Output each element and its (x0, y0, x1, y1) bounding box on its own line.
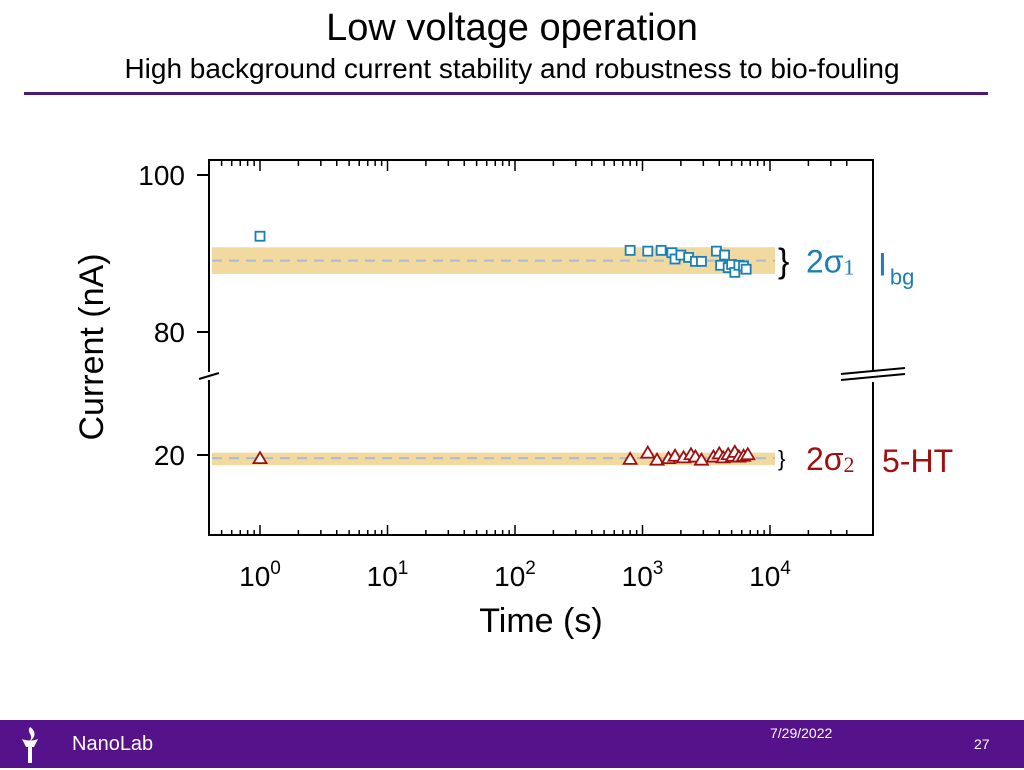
stability-bands (212, 247, 775, 466)
title-divider (24, 92, 988, 95)
x-axis-ticks: 100 101 102 103 104 (208, 161, 848, 592)
slide-number: 27 (974, 736, 990, 752)
5-ht-point (693, 451, 710, 466)
slide-title: Low voltage operation (326, 7, 698, 49)
data-points (251, 230, 756, 466)
y-axis-ticks: 100 80 20 (138, 160, 209, 471)
x-axis-label: Time (s) (479, 602, 602, 640)
y-axis-label: Current (nA) (73, 253, 111, 440)
ibg-point (642, 245, 654, 257)
x-tick-label: 104 (749, 558, 791, 592)
footer-bar: NanoLab 7/29/2022 27 (0, 720, 1024, 768)
x-tick-label: 103 (622, 558, 664, 592)
y-break-mark (198, 372, 220, 380)
y-tick-label: 20 (154, 440, 185, 471)
y-tick-label: 100 (138, 160, 185, 191)
ibg-point (624, 244, 636, 256)
5-ht-point (648, 451, 666, 466)
ibg-point (655, 244, 667, 256)
sigma2-label: 2σ2 (806, 441, 855, 477)
5-ht-point (622, 451, 639, 465)
right-break-mark-1 (840, 367, 906, 375)
5-ht-point (666, 448, 684, 462)
ibg-point (254, 230, 266, 242)
5-ht-series-label: 5-HT (882, 443, 953, 479)
torch-icon (16, 725, 44, 770)
ibg-point (696, 255, 707, 267)
x-tick-label: 100 (239, 558, 281, 592)
organization-name: NanoLab (72, 733, 154, 755)
slide-subtitle: High background current stability and ro… (124, 53, 900, 84)
ibg-point (719, 249, 730, 261)
5-ht-point (251, 450, 269, 465)
x-tick-label: 102 (494, 558, 536, 592)
band-brace-2: } (778, 446, 785, 471)
x-tick-label: 101 (367, 558, 409, 592)
plot-frame (198, 159, 906, 536)
sigma1-label: 2σ1 (806, 244, 855, 280)
mean-lines (212, 259, 775, 460)
band-brace-1: } (778, 243, 789, 281)
y-tick-label: 80 (154, 317, 185, 348)
ibg-point (740, 263, 752, 275)
right-break-mark-2 (840, 373, 906, 381)
5-ht-point (639, 444, 656, 459)
slide-date: 7/29/2022 (770, 725, 833, 741)
5-ht-point (739, 446, 756, 461)
